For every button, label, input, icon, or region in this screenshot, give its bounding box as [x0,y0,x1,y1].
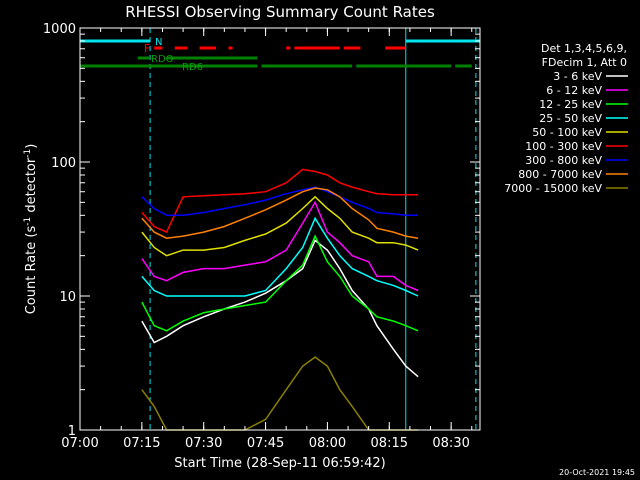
x-tick-label-0830: 08:30 [432,436,469,451]
legend-label-3-6-kev: 3 - 6 keV [553,70,602,83]
x-tick-label-0745: 07:45 [247,436,284,451]
flag-labels: N F RDO RD6 [144,37,203,73]
series-line-6-12-kev [141,200,419,292]
flag-label-rd6: RD6 [182,62,203,73]
plot-frame [79,27,481,431]
series-line-3-6-kev [141,239,419,378]
flag-bars [80,39,480,68]
y-tick-label-100: 100 [51,156,76,171]
y-tick-label-1: 1 [68,424,76,439]
x-tick-label-0715: 07:15 [123,436,160,451]
x-tick-label-0700: 07:00 [61,436,98,451]
legend-label-6-12-kev: 6 - 12 keV [546,84,602,97]
legend-label-50-100-kev: 50 - 100 keV [532,126,602,139]
flag-label-rd0: RDO [151,54,174,65]
legend-header-line-2: FDecim 1, Att 0 [542,56,627,69]
x-axis-ticks: 07:00 07:15 07:30 07:45 08:00 08:15 08:30 [61,28,473,451]
x-axis-title: Start Time (28-Sep-11 06:59:42) [174,456,385,471]
series-line-800-7000-kev [141,187,419,239]
legend-label-100-300-kev: 100 - 300 keV [525,140,602,153]
legend-label-800-7000-kev: 800 - 7000 keV [518,168,602,181]
series-line-100-300-kev [141,168,419,234]
legend-label-300-800-kev: 300 - 800 keV [525,154,602,167]
chart-title: RHESSI Observing Summary Count Rates [125,3,435,21]
series-line-50-100-kev [141,195,419,257]
flag-label-night: N [155,37,162,48]
y-axis-ticks: 1 10 100 1000 [43,22,480,439]
series-line-25-50-kev [141,216,419,297]
x-tick-label-0815: 08:15 [371,436,408,451]
y-tick-label-1000: 1000 [43,22,76,37]
y-axis-title: Count Rate (s-1 detector-1) [23,144,39,315]
y-tick-label-10: 10 [59,290,76,305]
legend-label-7000-15000-kev: 7000 - 15000 keV [504,182,602,195]
legend-header-line-1: Det 1,3,4,5,6,9, [541,42,627,55]
x-tick-label-0730: 07:30 [185,436,222,451]
series-line-300-800-kev [141,186,419,217]
x-tick-label-0800: 08:00 [309,436,346,451]
flag-label-flare: F [144,42,150,55]
legend-label-25-50-kev: 25 - 50 keV [539,112,602,125]
series-line-12-25-kev [141,234,419,332]
legend-label-12-25-kev: 12 - 25 keV [539,98,602,111]
timestamp: 20-Oct-2021 19:45 [559,468,635,477]
